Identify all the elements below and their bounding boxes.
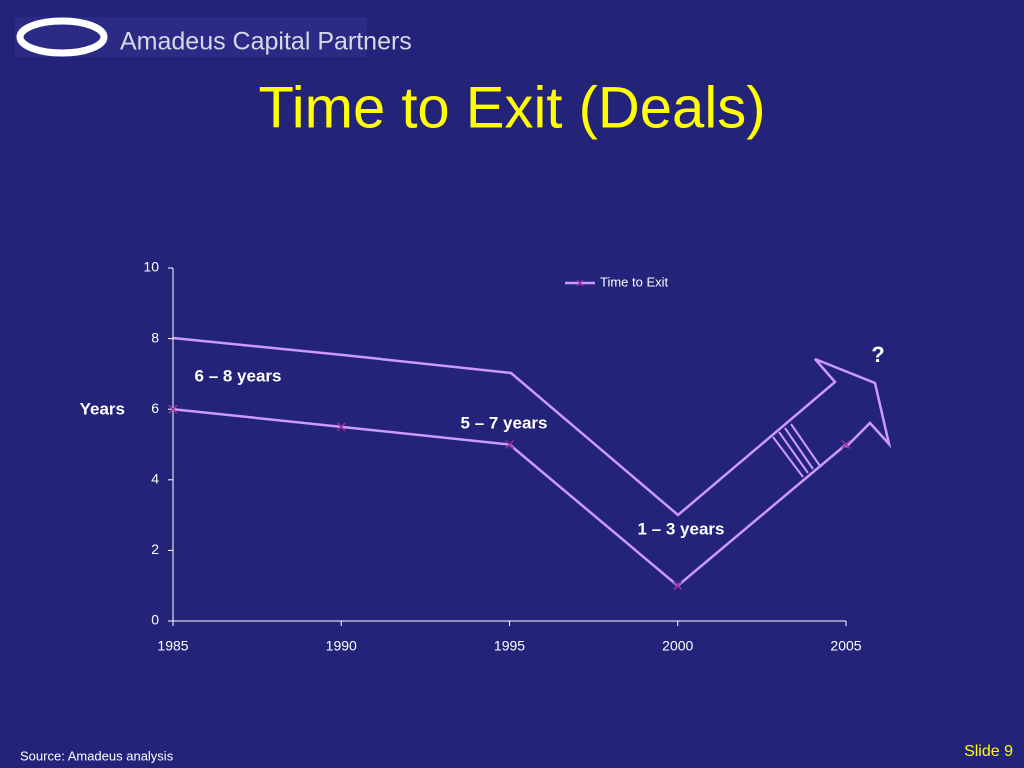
- annotation: 6 – 8 years: [195, 366, 282, 385]
- arrow-hatch: [772, 423, 821, 478]
- x-tick-label: 2000: [662, 638, 693, 654]
- annotation: ?: [871, 342, 884, 367]
- y-tick-label: 10: [143, 259, 159, 275]
- y-tick-label: 2: [151, 541, 159, 557]
- marker: [504, 439, 515, 450]
- x-tick-label: 1985: [157, 638, 188, 654]
- chart-title: Time to Exit (Deals): [258, 75, 765, 140]
- marker: [168, 404, 178, 414]
- annotation: 1 – 3 years: [638, 519, 725, 538]
- logo-text: Amadeus Capital Partners: [120, 28, 412, 56]
- slide-number: Slide 9: [964, 743, 1013, 760]
- y-tick-label: 4: [151, 471, 159, 487]
- source: Source: Amadeus analysis: [20, 748, 174, 763]
- legend-label: Time to Exit: [600, 274, 669, 289]
- annotation: 5 – 7 years: [461, 413, 548, 432]
- x-tick-label: 1990: [326, 638, 357, 654]
- y-tick-label: 6: [151, 400, 159, 416]
- x-tick-label: 2005: [830, 638, 861, 654]
- legend-marker: [576, 279, 584, 287]
- x-tick-label: 1995: [494, 638, 525, 654]
- band-arrow: [172, 336, 892, 517]
- y-tick-label: 0: [151, 612, 159, 628]
- marker: [841, 439, 851, 450]
- logo-mark: [16, 17, 108, 57]
- marker: [673, 581, 683, 591]
- y-tick-label: 8: [151, 329, 159, 345]
- y-axis-label: Years: [80, 399, 125, 418]
- marker: [336, 422, 346, 432]
